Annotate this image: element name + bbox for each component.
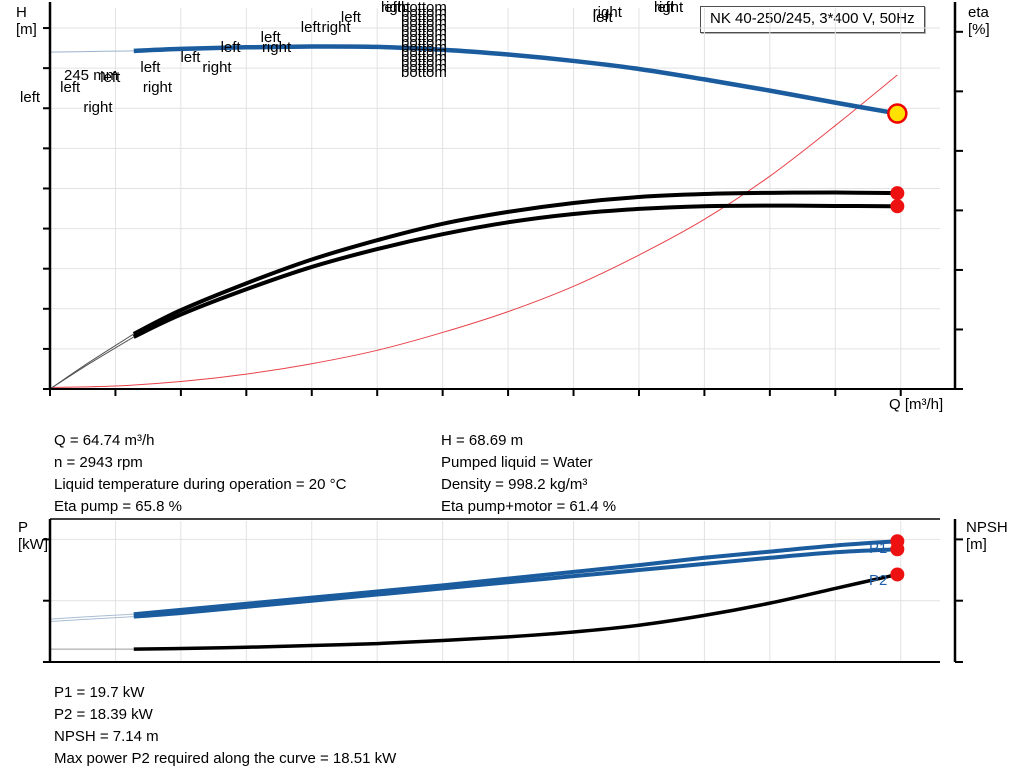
info-npsh: NPSH = 7.14 m	[54, 728, 159, 745]
left: right	[592, 4, 622, 21]
bottom-right-axis-title: NPSH [m]	[966, 519, 1008, 553]
right: left	[60, 79, 81, 96]
left: right	[654, 0, 684, 16]
center: bottom	[401, 34, 447, 51]
duty-info-right: H = 68.69 m Pumped liquid = Water Densit…	[441, 430, 616, 518]
center: bottom	[401, 59, 447, 76]
power-npsh-chart	[43, 518, 963, 663]
info-eta-pump: Eta pump = 65.8 %	[54, 498, 182, 515]
power-info-block: P1 = 19.7 kW P2 = 18.39 kW NPSH = 7.14 m…	[54, 682, 396, 770]
right: left	[592, 9, 613, 26]
info-max-power: Max power P2 required along the curve = …	[54, 750, 397, 767]
right: left	[381, 0, 402, 16]
info-p2: P2 = 18.39 kW	[54, 706, 153, 723]
center: bottom	[401, 9, 447, 26]
bottom-left-axis-title: P [kW]	[18, 519, 48, 553]
right: left	[140, 59, 161, 76]
info-p1: P1 = 19.7 kW	[54, 684, 145, 701]
top-left-axis-title: H [m]	[16, 4, 37, 38]
left: right	[202, 59, 232, 76]
center: bottom	[401, 24, 447, 41]
chart-title-text: NK 40-250/245, 3*400 V, 50Hz	[710, 10, 915, 27]
head-eta-chart	[43, 2, 963, 396]
right: left	[260, 29, 281, 46]
top-right-axis-title: eta [%]	[968, 4, 990, 38]
top-x-axis-title: Q [m³/h]	[889, 396, 944, 413]
p2-curve-label: P2	[869, 572, 888, 589]
impeller-diameter-label: 245 mm	[64, 67, 119, 84]
info-q: Q = 64.74 m³/h	[54, 432, 155, 449]
center: bottom	[401, 19, 447, 36]
right: left	[20, 89, 41, 106]
left: right	[261, 39, 292, 56]
center: bottom	[401, 54, 447, 71]
right: left	[340, 9, 361, 26]
info-h: H = 68.69 m	[441, 432, 524, 449]
p1-curve-label: P1	[869, 540, 888, 557]
center: bottom	[401, 39, 447, 56]
center: bottom	[401, 14, 447, 31]
info-pumped-liquid: Pumped liquid = Water	[441, 454, 593, 471]
center: bottom	[401, 49, 447, 66]
left: right	[321, 19, 351, 36]
info-liquid-temp: Liquid temperature during operation = 20…	[54, 476, 347, 493]
right: left	[654, 0, 675, 16]
right: left	[180, 49, 201, 66]
center: bottom	[401, 0, 447, 16]
left: right	[83, 99, 113, 116]
center: bottom	[401, 29, 447, 46]
left: right	[381, 0, 411, 16]
info-eta-pump-motor: Eta pump+motor = 61.4 %	[441, 498, 617, 515]
right: left	[220, 39, 241, 56]
right: left	[300, 19, 321, 36]
center: bottom	[401, 44, 447, 61]
info-density: Density = 998.2 kg/m³	[441, 476, 588, 493]
center: bottom	[401, 4, 447, 21]
duty-info-left: Q = 64.74 m³/h n = 2943 rpm Liquid tempe…	[54, 430, 346, 518]
right: left	[100, 69, 121, 86]
info-n: n = 2943 rpm	[54, 454, 143, 471]
center: bottom	[401, 64, 447, 81]
left: right	[142, 79, 173, 96]
